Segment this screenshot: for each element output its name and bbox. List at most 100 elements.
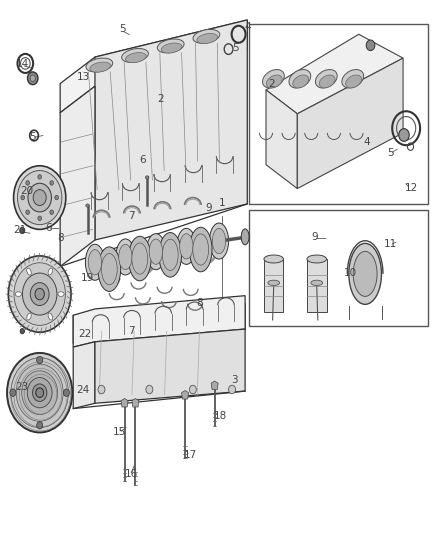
Text: 7: 7 — [128, 211, 134, 221]
Text: 6: 6 — [45, 223, 52, 233]
Ellipse shape — [197, 34, 218, 44]
Ellipse shape — [128, 236, 151, 281]
Circle shape — [189, 385, 196, 394]
Circle shape — [10, 389, 16, 397]
Circle shape — [366, 40, 375, 51]
Ellipse shape — [268, 280, 279, 286]
Circle shape — [18, 171, 62, 224]
Ellipse shape — [162, 239, 178, 270]
Text: 11: 11 — [384, 239, 397, 249]
Circle shape — [20, 328, 25, 334]
Bar — [249, 211, 428, 326]
Circle shape — [28, 183, 51, 212]
Text: 16: 16 — [124, 470, 138, 479]
Polygon shape — [266, 34, 403, 114]
Ellipse shape — [86, 204, 89, 207]
Polygon shape — [132, 399, 139, 407]
Text: 22: 22 — [78, 329, 92, 340]
Ellipse shape — [266, 75, 282, 88]
Polygon shape — [95, 20, 247, 240]
Text: 10: 10 — [344, 268, 357, 278]
Text: 23: 23 — [16, 382, 29, 392]
Ellipse shape — [122, 49, 148, 62]
Ellipse shape — [85, 244, 105, 280]
Ellipse shape — [126, 53, 146, 63]
Text: 19: 19 — [81, 273, 94, 283]
Circle shape — [26, 181, 29, 185]
Ellipse shape — [319, 75, 335, 88]
Ellipse shape — [146, 233, 166, 270]
Circle shape — [16, 364, 63, 421]
Text: 2: 2 — [268, 78, 275, 88]
Ellipse shape — [145, 176, 149, 179]
Circle shape — [146, 385, 153, 394]
Ellipse shape — [116, 239, 135, 275]
Polygon shape — [264, 259, 283, 312]
Ellipse shape — [88, 249, 102, 275]
Polygon shape — [60, 20, 247, 113]
Circle shape — [229, 385, 236, 394]
Circle shape — [14, 166, 66, 229]
Text: 18: 18 — [214, 411, 227, 421]
Text: 5: 5 — [29, 132, 36, 142]
Text: 21: 21 — [13, 225, 26, 236]
Circle shape — [14, 263, 65, 325]
Ellipse shape — [262, 69, 284, 88]
Ellipse shape — [159, 232, 182, 277]
Circle shape — [50, 210, 53, 214]
Text: 4: 4 — [244, 22, 251, 32]
Ellipse shape — [102, 254, 117, 285]
Text: 2: 2 — [157, 94, 163, 104]
Polygon shape — [297, 58, 403, 189]
Text: 5: 5 — [388, 148, 394, 158]
Ellipse shape — [180, 234, 193, 259]
Text: 8: 8 — [57, 233, 64, 244]
Ellipse shape — [346, 75, 361, 88]
Circle shape — [21, 195, 25, 200]
Ellipse shape — [48, 313, 53, 320]
Circle shape — [30, 75, 35, 82]
Polygon shape — [73, 304, 245, 343]
Text: 20: 20 — [20, 185, 33, 196]
Text: 13: 13 — [77, 72, 90, 82]
Ellipse shape — [349, 244, 381, 304]
Circle shape — [64, 389, 70, 397]
Ellipse shape — [342, 69, 364, 88]
Circle shape — [37, 422, 43, 429]
Ellipse shape — [177, 228, 196, 264]
Ellipse shape — [264, 255, 283, 263]
Ellipse shape — [58, 292, 64, 296]
Polygon shape — [73, 342, 95, 409]
Ellipse shape — [157, 39, 184, 53]
Ellipse shape — [98, 247, 120, 292]
Text: 6: 6 — [140, 156, 146, 165]
Ellipse shape — [353, 252, 377, 296]
Polygon shape — [307, 259, 326, 312]
Polygon shape — [211, 381, 218, 390]
Ellipse shape — [189, 227, 212, 272]
Circle shape — [8, 256, 71, 332]
Polygon shape — [121, 399, 128, 407]
Circle shape — [399, 128, 409, 141]
Ellipse shape — [289, 69, 311, 88]
Circle shape — [33, 190, 46, 206]
Text: 9: 9 — [311, 232, 318, 243]
Circle shape — [38, 216, 42, 221]
Text: 8: 8 — [196, 297, 203, 308]
Circle shape — [7, 353, 72, 432]
Polygon shape — [266, 90, 297, 189]
Ellipse shape — [241, 229, 249, 245]
Ellipse shape — [90, 62, 110, 72]
Ellipse shape — [27, 268, 31, 275]
Circle shape — [98, 385, 105, 394]
Ellipse shape — [132, 243, 148, 274]
Circle shape — [26, 210, 29, 214]
Polygon shape — [60, 86, 95, 266]
Ellipse shape — [307, 255, 326, 263]
Ellipse shape — [293, 75, 309, 88]
Circle shape — [22, 371, 58, 415]
Text: 12: 12 — [405, 183, 418, 193]
Ellipse shape — [27, 313, 31, 320]
Text: 1: 1 — [219, 198, 226, 208]
Circle shape — [36, 388, 44, 398]
